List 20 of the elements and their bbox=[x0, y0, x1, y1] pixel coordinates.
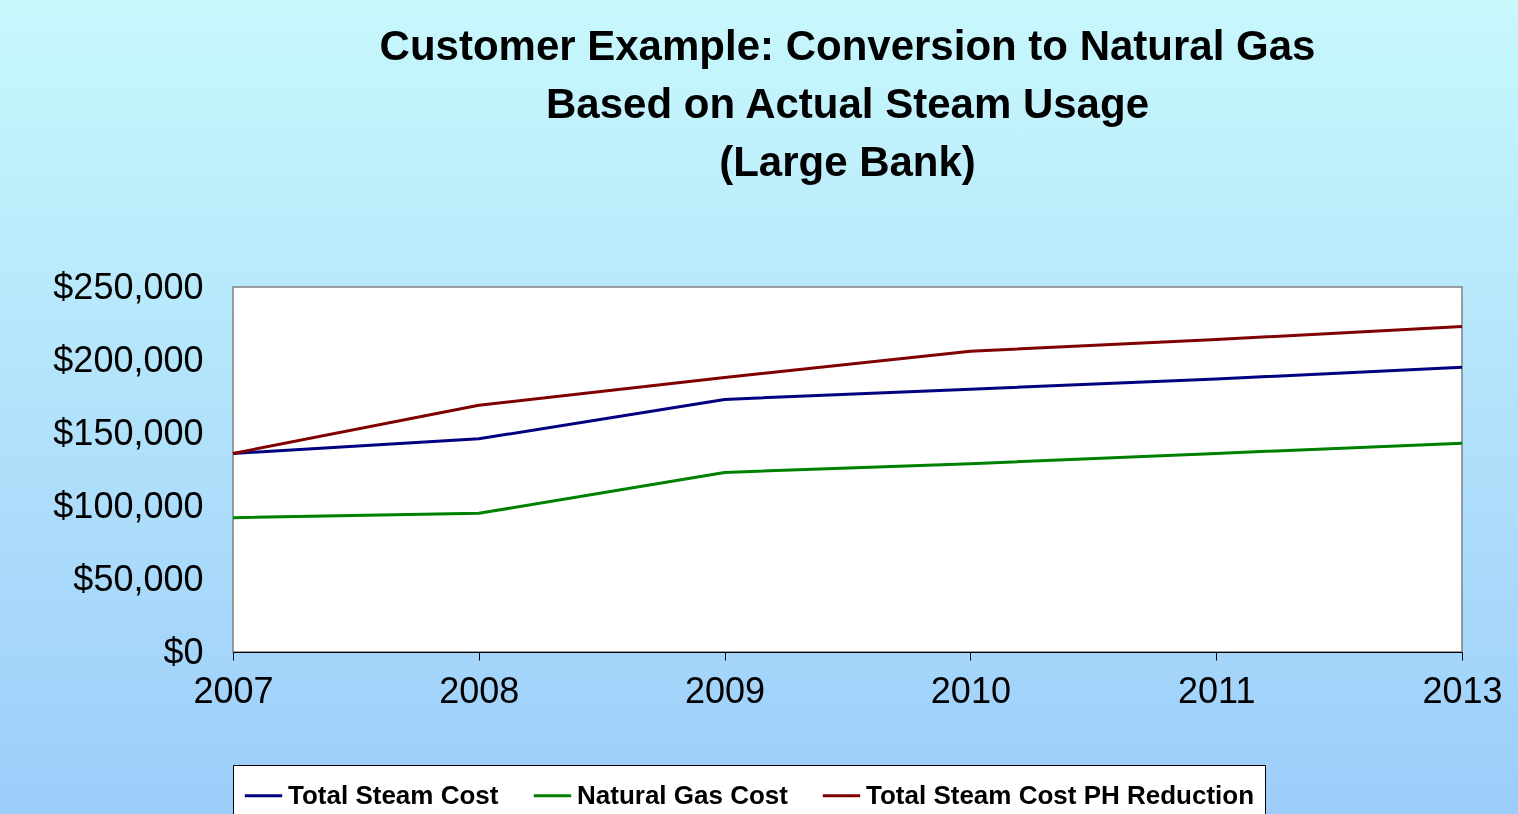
y-tick-label: $0 bbox=[163, 630, 204, 672]
x-tick-label: 2010 bbox=[930, 669, 1011, 711]
y-tick-label: $250,000 bbox=[53, 265, 204, 307]
legend-label: Total Steam Cost bbox=[288, 779, 499, 810]
text: Based on Actual Steam Usage bbox=[546, 80, 1149, 127]
x-tick-label: 2011 bbox=[1177, 669, 1256, 711]
legend-label: Total Steam Cost PH Reduction bbox=[866, 779, 1255, 810]
y-tick-label: $150,000 bbox=[53, 411, 204, 453]
text: Customer Example: Conversion to Natural Gas bbox=[379, 22, 1316, 69]
line-series bbox=[231, 324, 1464, 455]
y-tick-label: $200,000 bbox=[53, 338, 204, 380]
x-tick-label: 2009 bbox=[685, 669, 766, 711]
x-tick-label: 2008 bbox=[439, 669, 520, 711]
x-tick-label: 2013 bbox=[1422, 669, 1503, 711]
text: (Large Bank) bbox=[719, 138, 976, 185]
y-tick-label: $100,000 bbox=[53, 484, 204, 526]
line-series bbox=[231, 441, 1464, 520]
x-tick-label: 2007 bbox=[193, 669, 274, 711]
y-tick-label: $50,000 bbox=[73, 557, 204, 599]
legend-label: Natural Gas Cost bbox=[577, 779, 789, 810]
